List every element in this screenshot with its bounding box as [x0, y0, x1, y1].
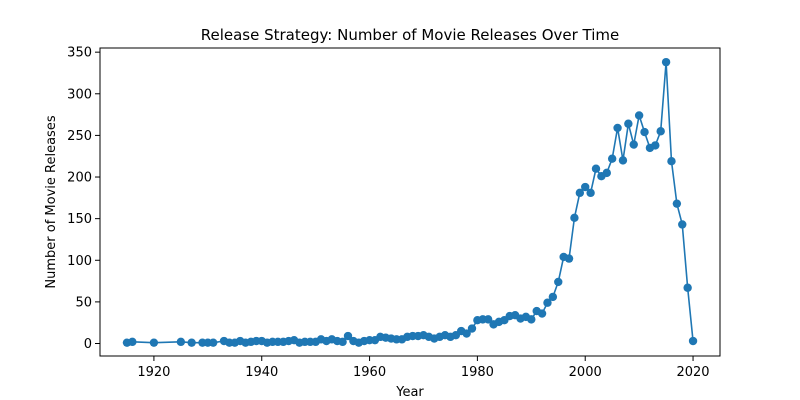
data-point — [483, 315, 493, 324]
x-tick-label: 2000 — [569, 365, 602, 380]
data-point — [629, 140, 638, 149]
data-point — [607, 154, 617, 163]
data-point — [591, 164, 601, 173]
data-point — [678, 220, 687, 229]
plot-area — [122, 57, 698, 347]
x-tick-label: 1980 — [461, 365, 494, 380]
data-point — [634, 111, 644, 120]
y-tick-label: 100 — [67, 254, 92, 269]
data-point — [537, 309, 547, 318]
data-point — [338, 337, 347, 347]
x-axis: 1920 1940 1960 1980 2000 2020 — [137, 356, 710, 380]
data-point — [651, 141, 660, 150]
y-tick-label: 300 — [67, 87, 92, 102]
data-point — [624, 119, 633, 128]
data-point — [149, 338, 159, 347]
x-tick-label: 1940 — [245, 365, 278, 380]
data-point — [209, 338, 218, 347]
data-point — [661, 57, 671, 67]
y-axis-label: Number of Movie Releases — [44, 115, 59, 288]
x-tick-label: 1920 — [137, 365, 170, 380]
x-tick-label: 1960 — [353, 365, 386, 380]
data-point — [554, 277, 563, 287]
data-point — [176, 337, 186, 347]
x-tick-label: 2020 — [676, 365, 709, 380]
data-point — [640, 127, 649, 137]
data-point — [667, 157, 676, 166]
x-axis-label: Year — [395, 385, 424, 400]
y-tick-label: 150 — [67, 212, 92, 227]
data-point — [575, 188, 585, 198]
data-point — [688, 336, 698, 346]
data-point — [618, 156, 628, 165]
y-tick-label: 200 — [67, 171, 92, 186]
data-point — [343, 331, 353, 341]
plot-frame — [99, 47, 721, 357]
y-tick-label: 350 — [67, 46, 92, 61]
y-tick-label: 50 — [75, 295, 92, 310]
series-line — [126, 61, 694, 344]
data-point — [586, 188, 595, 198]
data-point — [613, 123, 622, 133]
data-point — [187, 338, 196, 347]
data-point — [564, 254, 574, 263]
data-point — [527, 315, 536, 324]
y-tick-label: 0 — [84, 337, 92, 352]
data-point — [128, 337, 137, 347]
data-point — [581, 182, 590, 192]
data-point — [570, 213, 579, 223]
data-point — [672, 199, 682, 208]
data-point — [462, 329, 471, 338]
chart-title: Release Strategy: Number of Movie Releas… — [201, 26, 620, 44]
data-point — [656, 127, 665, 136]
data-point — [543, 298, 552, 307]
data-point — [548, 292, 558, 302]
data-point — [602, 168, 611, 178]
data-point — [467, 324, 477, 333]
data-point — [683, 283, 692, 292]
y-axis: 0 50 100 150 200 250 300 350 — [67, 46, 100, 352]
y-tick-label: 250 — [67, 129, 92, 144]
